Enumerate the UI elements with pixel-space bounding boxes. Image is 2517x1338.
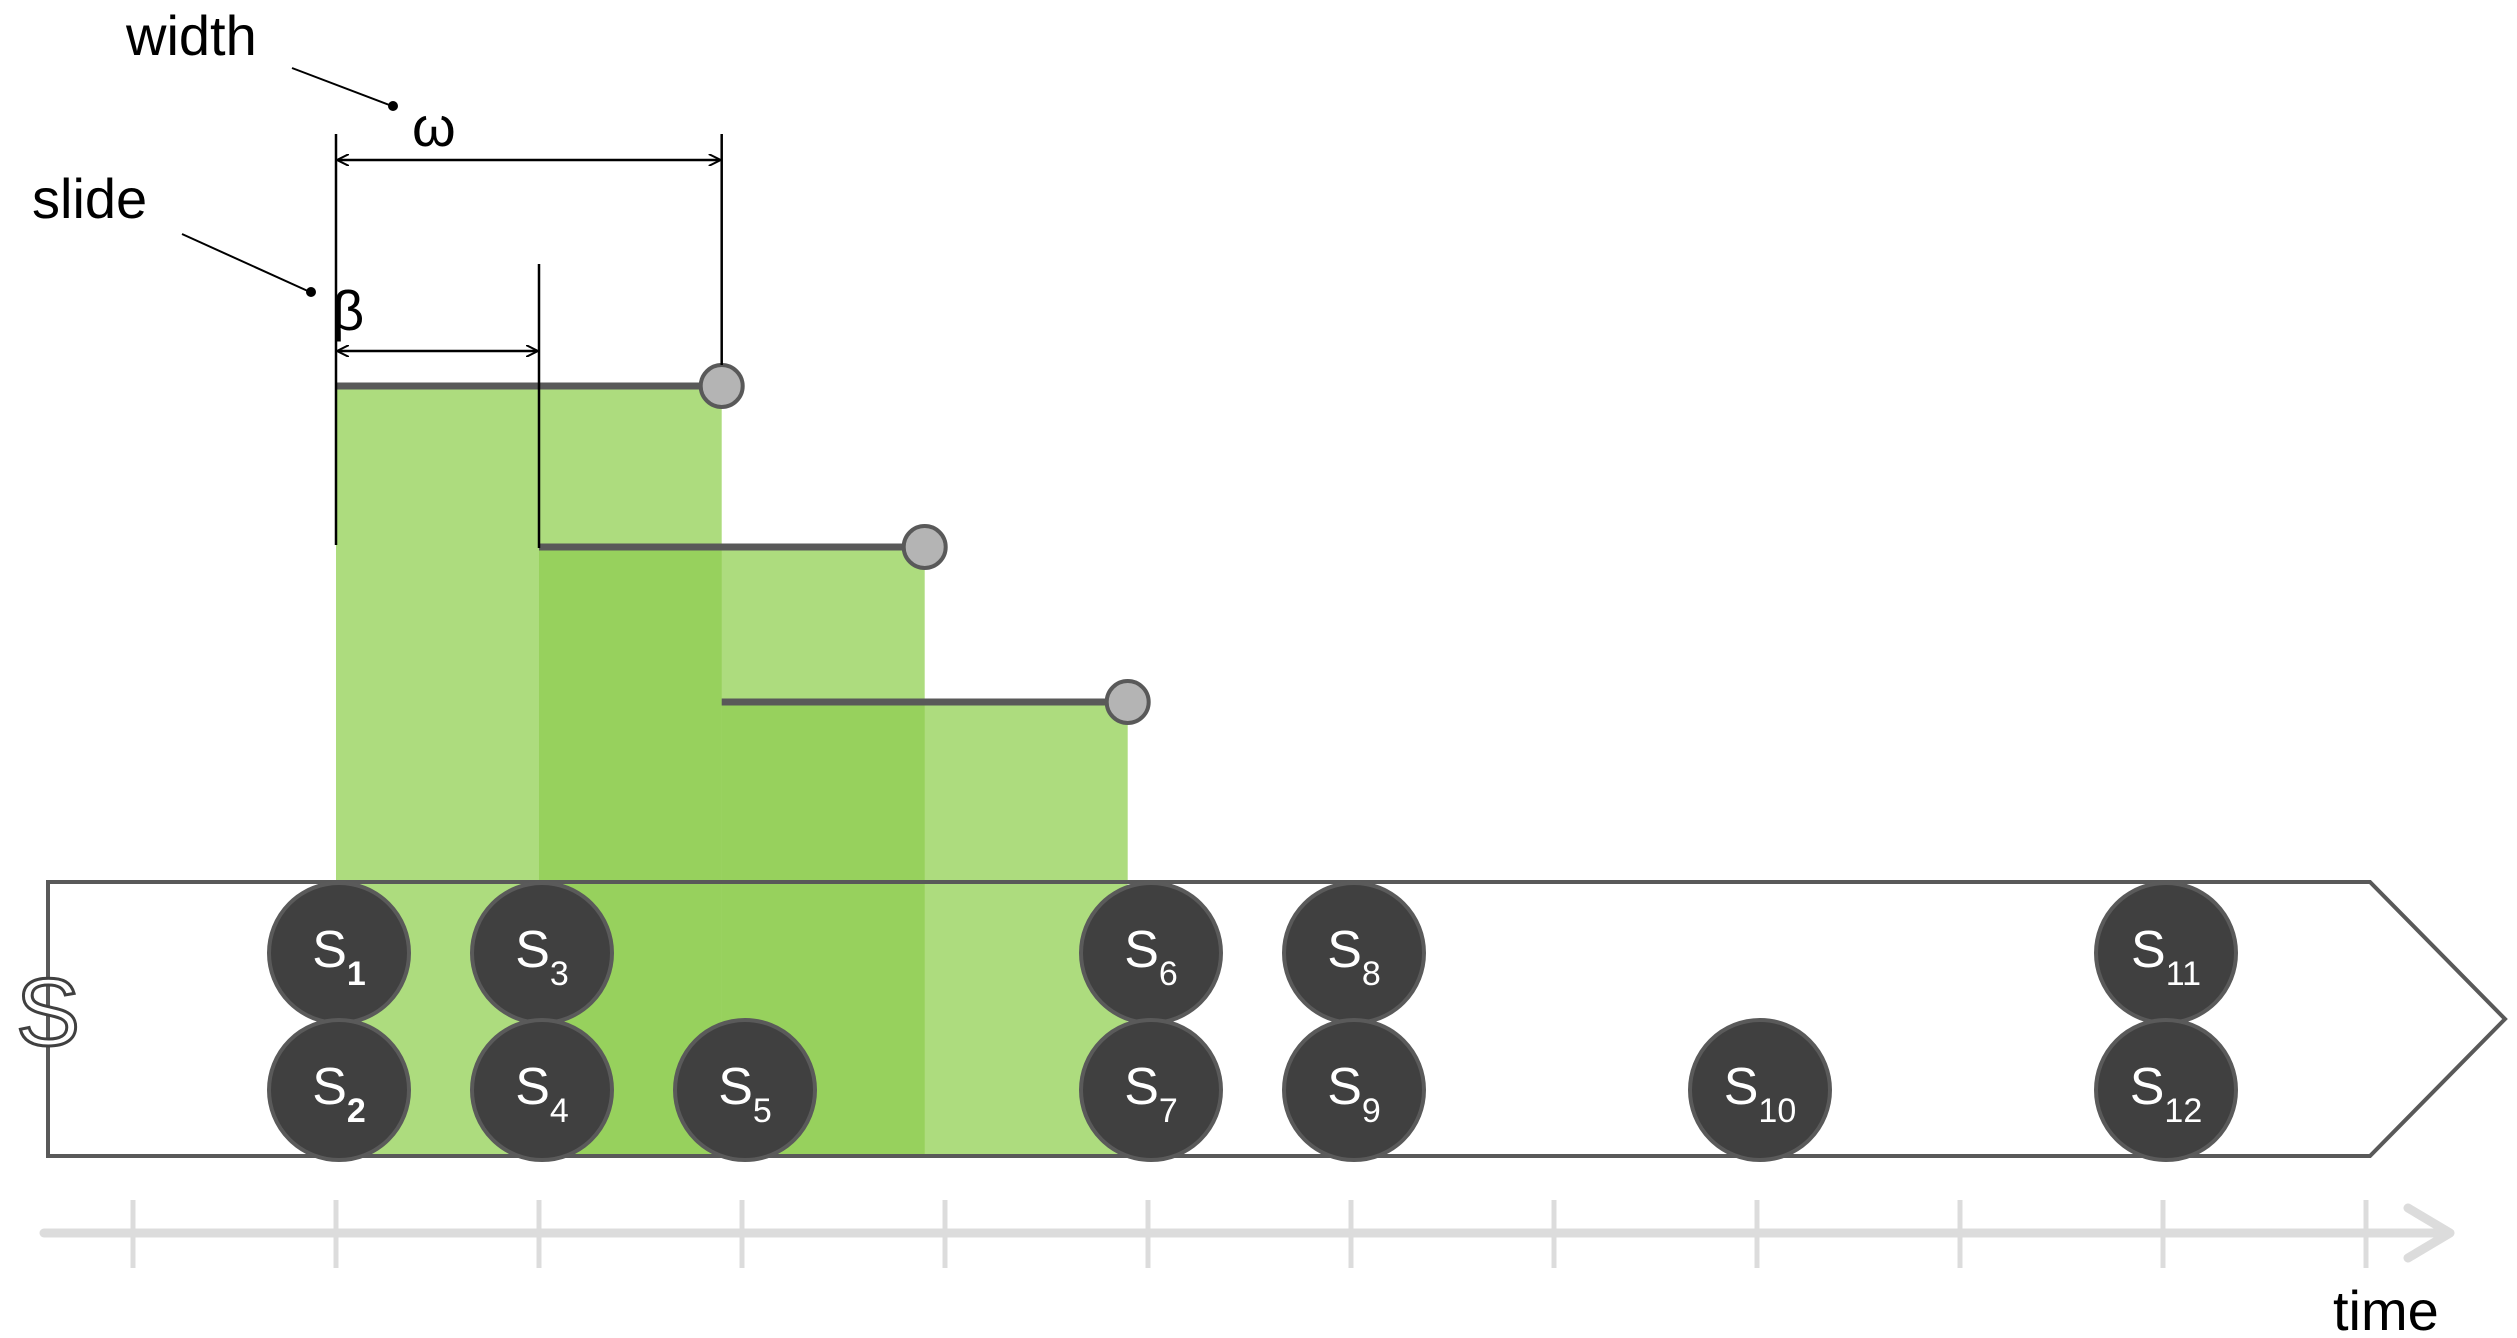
stream-band <box>46 880 2508 1158</box>
stream-element-circle <box>1688 1018 1832 1162</box>
stream-element: S2 <box>267 1018 411 1162</box>
stream-element-base: S <box>515 1058 550 1116</box>
stream-element-circle <box>267 1018 411 1162</box>
time-axis-arrowhead <box>2403 1203 2455 1263</box>
window-end-point-3 <box>1104 679 1151 725</box>
slide-leader-line <box>181 233 311 293</box>
stream-element-base: S <box>1124 1058 1159 1116</box>
stream-element-subscript: 2 <box>347 1092 366 1130</box>
stream-element-base: S <box>312 921 347 979</box>
stream-element-label: S9 <box>1327 1058 1381 1130</box>
slide-label: slide <box>32 167 147 230</box>
stream-element-circle <box>2094 881 2238 1025</box>
stream-element-subscript: 9 <box>1362 1092 1381 1130</box>
stream-element-label: S2 <box>312 1058 366 1130</box>
stream-label: S <box>16 959 80 1066</box>
width-symbol: ω <box>412 95 456 158</box>
time-axis-label: time <box>2333 1279 2439 1338</box>
stream-element-base: S <box>718 1058 753 1116</box>
slide-symbol: β <box>332 279 364 342</box>
stream-element-base: S <box>2130 1058 2165 1116</box>
stream-element-base: S <box>1327 921 1362 979</box>
stream-element-label: S4 <box>515 1058 569 1130</box>
stream-element: S10 <box>1688 1018 1832 1162</box>
stream-element-subscript: 6 <box>1159 955 1178 993</box>
stream-element-subscript: 1 <box>347 955 366 993</box>
stream-element: S1 <box>267 881 411 1025</box>
stream-element-label: S5 <box>718 1058 772 1130</box>
time-axis <box>39 1200 2455 1268</box>
width-leader-line <box>291 67 393 107</box>
stream-element-label: S10 <box>1724 1058 1797 1130</box>
stream-element-subscript: 7 <box>1159 1092 1178 1130</box>
stream-element-label: S12 <box>2130 1058 2203 1130</box>
stream-element: S8 <box>1282 881 1426 1025</box>
stream-element-circle <box>1079 1018 1223 1162</box>
stream-element-base: S <box>1724 1058 1759 1116</box>
stream-element-subscript: 5 <box>753 1092 772 1130</box>
stream-element-subscript: 4 <box>550 1092 569 1130</box>
stream-element: S11 <box>2094 881 2238 1025</box>
stream-element: S12 <box>2094 1018 2238 1162</box>
stream-element-subscript: 10 <box>1758 1092 1796 1130</box>
stream-element-circle <box>470 1018 614 1162</box>
stream-element-label: S1 <box>312 921 366 993</box>
stream-element-label: S7 <box>1124 1058 1178 1130</box>
stream-element: S9 <box>1282 1018 1426 1162</box>
width-label: width <box>125 4 257 67</box>
stream-element-base: S <box>515 921 550 979</box>
slide-leader-dot <box>306 287 316 297</box>
stream-element-base: S <box>2131 921 2166 979</box>
stream-element-label: S3 <box>515 921 569 993</box>
dimension-lines <box>181 67 723 548</box>
stream-element-base: S <box>1124 921 1159 979</box>
width-leader-dot <box>388 101 398 111</box>
stream-element: S6 <box>1079 881 1223 1025</box>
stream-element-subscript: 8 <box>1362 955 1381 993</box>
window-bars <box>336 363 1151 725</box>
stream-element-subscript: 11 <box>2166 955 2201 993</box>
stream-element-base: S <box>1327 1058 1362 1116</box>
window-end-point-1 <box>698 363 745 409</box>
stream-element: S4 <box>470 1018 614 1162</box>
stream-element-base: S <box>312 1058 347 1116</box>
window-fills <box>336 386 1128 1156</box>
stream-element: S7 <box>1079 1018 1223 1162</box>
stream-element-circle <box>2094 1018 2238 1162</box>
stream-element-subscript: 3 <box>550 955 569 993</box>
window-end-point-2 <box>901 524 948 570</box>
stream-element-circle <box>673 1018 817 1162</box>
stream-element: S3 <box>470 881 614 1025</box>
stream-element-circle <box>1282 1018 1426 1162</box>
stream-element-label: S6 <box>1124 921 1178 993</box>
stream-element: S5 <box>673 1018 817 1162</box>
stream-element-label: S11 <box>2131 921 2201 993</box>
stream-element-label: S8 <box>1327 921 1381 993</box>
stream-element-subscript: 12 <box>2164 1092 2202 1130</box>
